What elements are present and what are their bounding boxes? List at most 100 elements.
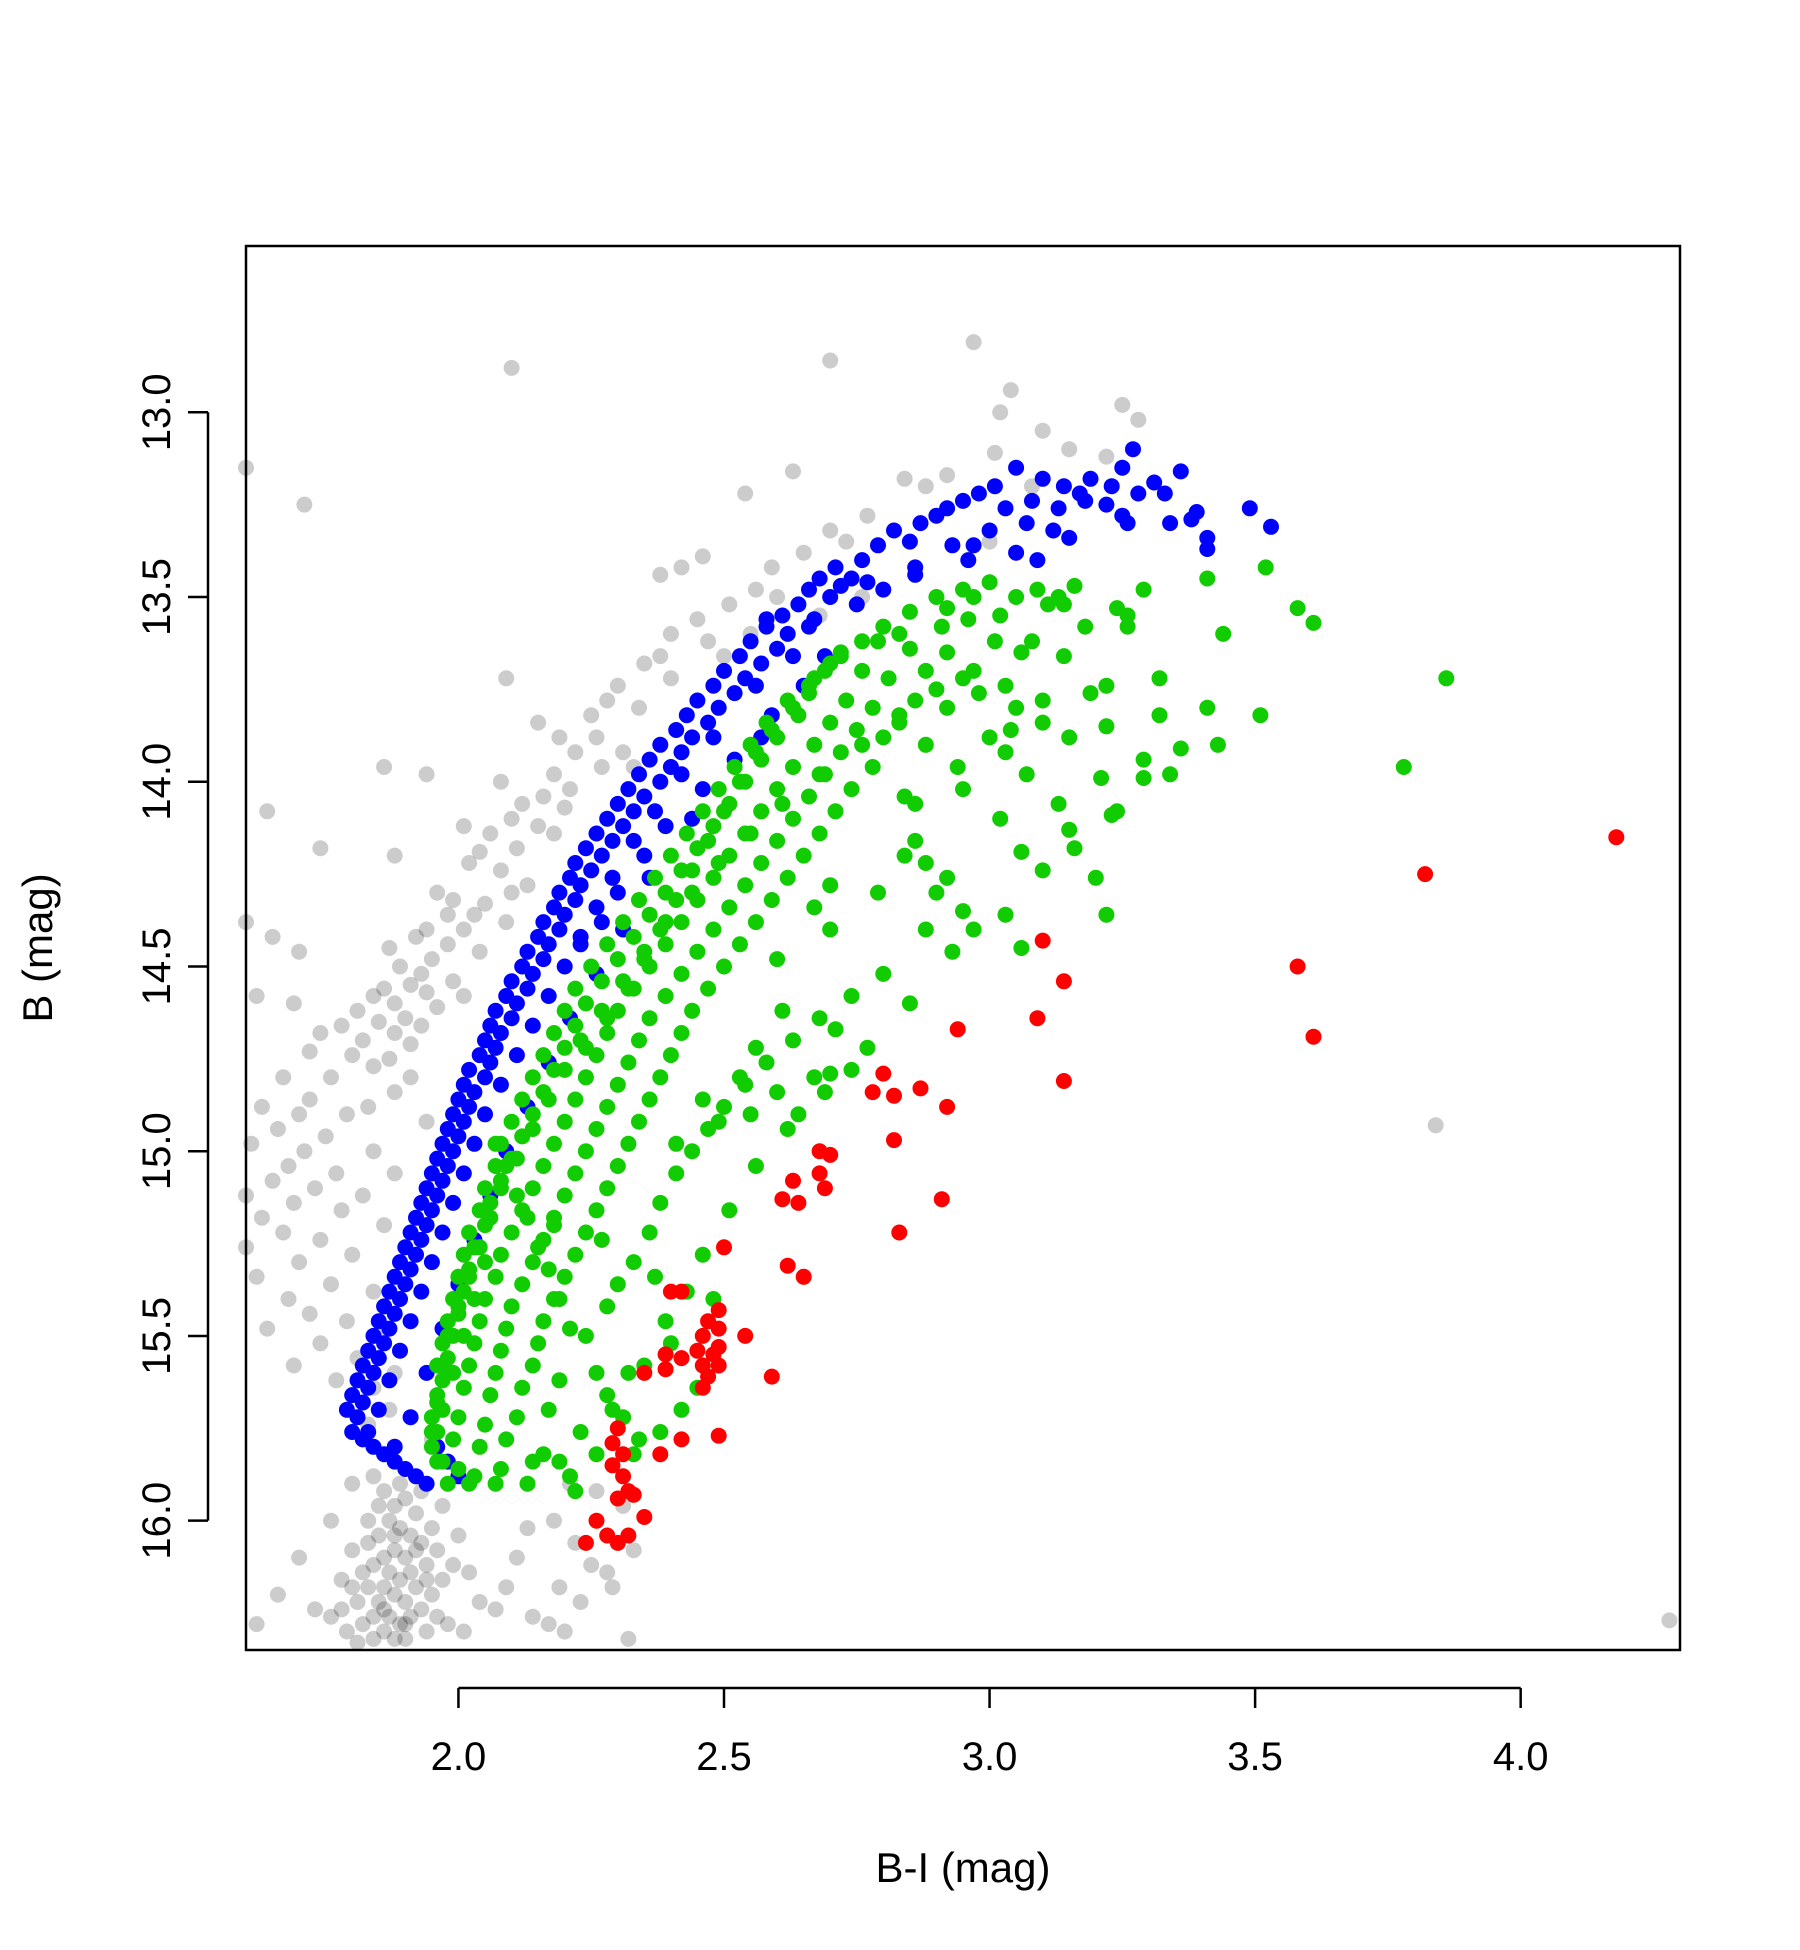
- data-point: [1061, 729, 1078, 746]
- data-point: [540, 988, 557, 1004]
- data-point: [285, 1357, 302, 1374]
- data-point: [816, 1084, 833, 1101]
- data-point: [519, 980, 536, 997]
- data-point: [1661, 1612, 1678, 1629]
- data-point: [694, 803, 711, 820]
- data-point: [397, 1276, 414, 1293]
- data-point: [588, 899, 605, 916]
- data-point: [1119, 515, 1136, 532]
- data-point: [620, 1630, 637, 1647]
- data-point: [970, 685, 987, 702]
- data-point: [439, 1313, 456, 1330]
- y-tick-label: 15.5: [135, 1297, 179, 1375]
- data-point: [742, 825, 759, 842]
- data-point: [248, 1616, 265, 1633]
- data-point: [843, 781, 860, 798]
- data-point: [381, 1372, 398, 1389]
- data-point: [535, 951, 552, 968]
- data-point: [896, 847, 913, 864]
- data-point: [1109, 803, 1125, 820]
- data-point: [376, 1549, 393, 1566]
- data-point: [652, 736, 669, 753]
- data-point: [530, 714, 547, 731]
- data-point: [1093, 770, 1110, 786]
- data-point: [716, 958, 732, 975]
- data-point: [429, 884, 446, 901]
- data-point: [593, 759, 610, 775]
- data-point: [556, 1623, 573, 1640]
- data-point: [418, 1623, 435, 1640]
- data-point: [609, 1076, 626, 1093]
- data-point: [1098, 496, 1115, 513]
- data-point: [360, 1579, 377, 1596]
- data-point: [1156, 485, 1173, 502]
- series-0: [238, 334, 1678, 1651]
- data-point: [747, 581, 764, 598]
- data-point: [370, 1013, 387, 1030]
- data-point: [652, 1424, 669, 1440]
- data-point: [832, 577, 849, 594]
- data-point: [487, 1601, 504, 1618]
- data-point: [949, 759, 966, 775]
- data-point: [328, 1165, 345, 1182]
- data-point: [503, 973, 520, 990]
- data-point: [1252, 707, 1269, 724]
- data-point: [423, 1202, 440, 1219]
- data-point: [737, 1327, 754, 1344]
- data-point: [742, 633, 759, 650]
- data-point: [1082, 685, 1099, 702]
- data-point: [588, 1121, 605, 1137]
- data-point: [259, 1320, 276, 1337]
- data-point: [753, 803, 770, 820]
- data-point: [577, 1534, 594, 1551]
- data-point: [822, 921, 839, 938]
- data-point: [1427, 1117, 1444, 1134]
- data-point: [253, 1098, 270, 1115]
- data-point: [583, 1557, 600, 1573]
- data-point: [423, 1438, 440, 1455]
- data-point: [1395, 759, 1412, 775]
- data-point: [253, 1209, 270, 1226]
- data-point: [726, 685, 743, 702]
- data-point: [912, 515, 929, 532]
- data-point: [1130, 411, 1147, 428]
- data-point: [551, 921, 568, 938]
- data-point: [243, 1135, 260, 1152]
- data-point: [939, 467, 956, 484]
- data-point: [508, 1187, 525, 1204]
- data-point: [498, 914, 515, 931]
- data-point: [1098, 718, 1115, 735]
- data-point: [763, 1368, 780, 1385]
- data-point: [615, 914, 632, 931]
- data-point: [530, 1239, 547, 1256]
- data-point: [445, 1557, 462, 1573]
- data-point: [1077, 618, 1094, 635]
- data-point: [508, 1150, 525, 1167]
- data-point: [312, 840, 329, 857]
- data-point: [487, 1135, 504, 1152]
- data-point: [891, 707, 908, 724]
- data-point: [354, 1394, 371, 1411]
- data-point: [439, 1475, 456, 1492]
- data-point: [1013, 843, 1030, 860]
- data-point: [312, 1231, 329, 1248]
- data-point: [753, 855, 770, 871]
- data-point: [816, 1180, 833, 1197]
- data-point: [429, 1453, 446, 1470]
- data-point: [1103, 478, 1120, 495]
- data-point: [662, 625, 679, 642]
- data-point: [556, 1061, 573, 1078]
- data-point: [280, 1158, 297, 1174]
- data-point: [981, 574, 998, 591]
- data-point: [673, 766, 690, 783]
- data-point: [1024, 633, 1040, 650]
- data-point: [402, 1313, 419, 1330]
- data-point: [652, 648, 669, 665]
- data-point: [418, 1113, 435, 1130]
- data-point: [1087, 869, 1104, 886]
- data-point: [652, 566, 669, 583]
- data-point: [609, 1420, 626, 1437]
- data-point: [477, 1069, 493, 1086]
- data-point: [397, 1616, 414, 1633]
